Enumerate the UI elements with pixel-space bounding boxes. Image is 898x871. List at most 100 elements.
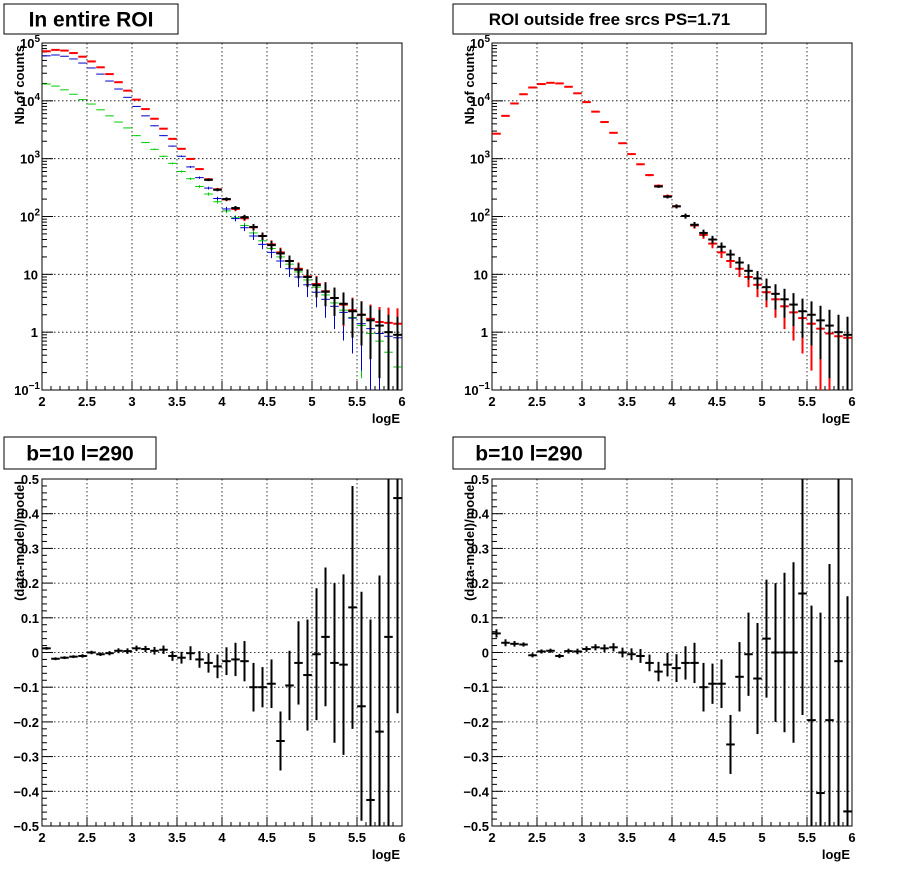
x-tick-label: 2.5: [528, 394, 546, 409]
series-1: [42, 479, 402, 826]
data-point: [708, 235, 717, 244]
y-tick-label: 104: [20, 92, 40, 109]
data-point: [87, 103, 96, 105]
data-point: [348, 485, 357, 729]
data-point: [699, 662, 708, 712]
y-tick-label: 0.5: [21, 472, 39, 487]
y-tick-label: 1: [31, 325, 38, 340]
x-tick-label: 2.5: [78, 394, 96, 409]
x-tick-label: 5.5: [348, 394, 366, 409]
data-point: [267, 241, 276, 251]
data-point: [636, 649, 645, 663]
data-point: [159, 127, 168, 130]
x-tick-label: 2: [488, 830, 495, 845]
data-point: [843, 596, 852, 826]
data-point: [276, 248, 285, 260]
x-axis-label: logE: [372, 847, 400, 862]
data-point: [798, 479, 807, 715]
data-point: [825, 564, 834, 826]
data-point: [303, 619, 312, 731]
x-tick-label: 3: [578, 830, 585, 845]
data-point: [159, 645, 168, 654]
data-point: [321, 282, 330, 307]
data-point: [69, 655, 78, 659]
y-tick-label: 104: [470, 92, 490, 109]
data-point: [393, 316, 402, 390]
data-point: [735, 256, 744, 270]
data-point: [825, 309, 834, 379]
data-point: [789, 562, 798, 743]
data-point: [771, 284, 780, 310]
chart-title-box: [3, 436, 157, 470]
data-point: [681, 213, 690, 219]
y-tick-label: −0.1: [463, 680, 489, 695]
data-point: [834, 314, 843, 390]
data-point: [528, 653, 537, 658]
y-axis-label: (data-model)/model: [12, 481, 27, 601]
data-point: [321, 567, 330, 707]
data-point: [636, 163, 645, 166]
y-tick-label: 0: [32, 646, 39, 661]
y-tick-label: −0.5: [463, 819, 489, 834]
data-point: [564, 648, 573, 654]
x-tick-label: 3.5: [168, 830, 186, 845]
x-tick-label: 5.5: [798, 830, 816, 845]
x-axis-label: logE: [822, 411, 850, 426]
x-tick-label: 3: [128, 394, 135, 409]
data-point: [150, 125, 159, 127]
data-point: [258, 232, 267, 241]
x-tick-label: 2: [38, 394, 45, 409]
data-point: [618, 647, 627, 658]
data-point: [573, 648, 582, 655]
data-point: [195, 185, 204, 188]
chart-panel-4: 2 2.5 3 3.5 4 4.5 5 5.5 6 logE −0.5 −0.4 −0.3 −0.2 −0.…: [452, 436, 856, 862]
data-point: [186, 177, 195, 180]
data-point: [132, 135, 141, 137]
data-point: [96, 652, 105, 656]
data-point: [510, 102, 519, 105]
data-point: [672, 654, 681, 682]
y-tick-label: 10: [24, 267, 38, 282]
data-point: [204, 186, 213, 190]
y-tick-label: 105: [470, 34, 490, 51]
chart-title-box: [452, 436, 606, 470]
data-point: [186, 165, 195, 168]
y-axis-label: (data-model)/model: [462, 481, 477, 601]
data-point: [618, 142, 627, 145]
data-point: [42, 646, 51, 650]
chart-title: b=10 l=290: [26, 443, 133, 466]
data-point: [294, 263, 303, 279]
data-point: [600, 644, 609, 653]
data-point: [654, 185, 663, 188]
data-point: [672, 204, 681, 209]
data-point: [753, 623, 762, 735]
data-point: [177, 155, 186, 158]
data-point: [726, 249, 735, 261]
data-point: [717, 242, 726, 252]
data-point: [627, 153, 636, 156]
x-tick-label: 2.5: [78, 830, 96, 845]
data-point: [132, 105, 141, 107]
data-point: [366, 305, 375, 360]
data-point: [186, 646, 195, 661]
data-point: [312, 276, 321, 298]
data-point: [231, 216, 240, 222]
data-point: [114, 648, 123, 654]
data-point: [231, 205, 240, 211]
y-tick-label: −0.5: [13, 819, 39, 834]
data-point: [645, 174, 654, 177]
x-tick-label: 4.5: [708, 830, 726, 845]
chart-title-box: [3, 3, 179, 35]
x-tick-label: 5.5: [798, 394, 816, 409]
y-tick-label: 0.4: [471, 507, 490, 522]
data-point: [114, 121, 123, 123]
data-point: [744, 264, 753, 280]
data-point: [690, 221, 699, 228]
data-point: [204, 178, 213, 182]
y-tick-label: 0: [482, 646, 489, 661]
data-point: [51, 657, 60, 661]
data-point: [249, 662, 258, 712]
y-tick-label: 102: [20, 208, 40, 225]
data-point: [213, 199, 222, 204]
